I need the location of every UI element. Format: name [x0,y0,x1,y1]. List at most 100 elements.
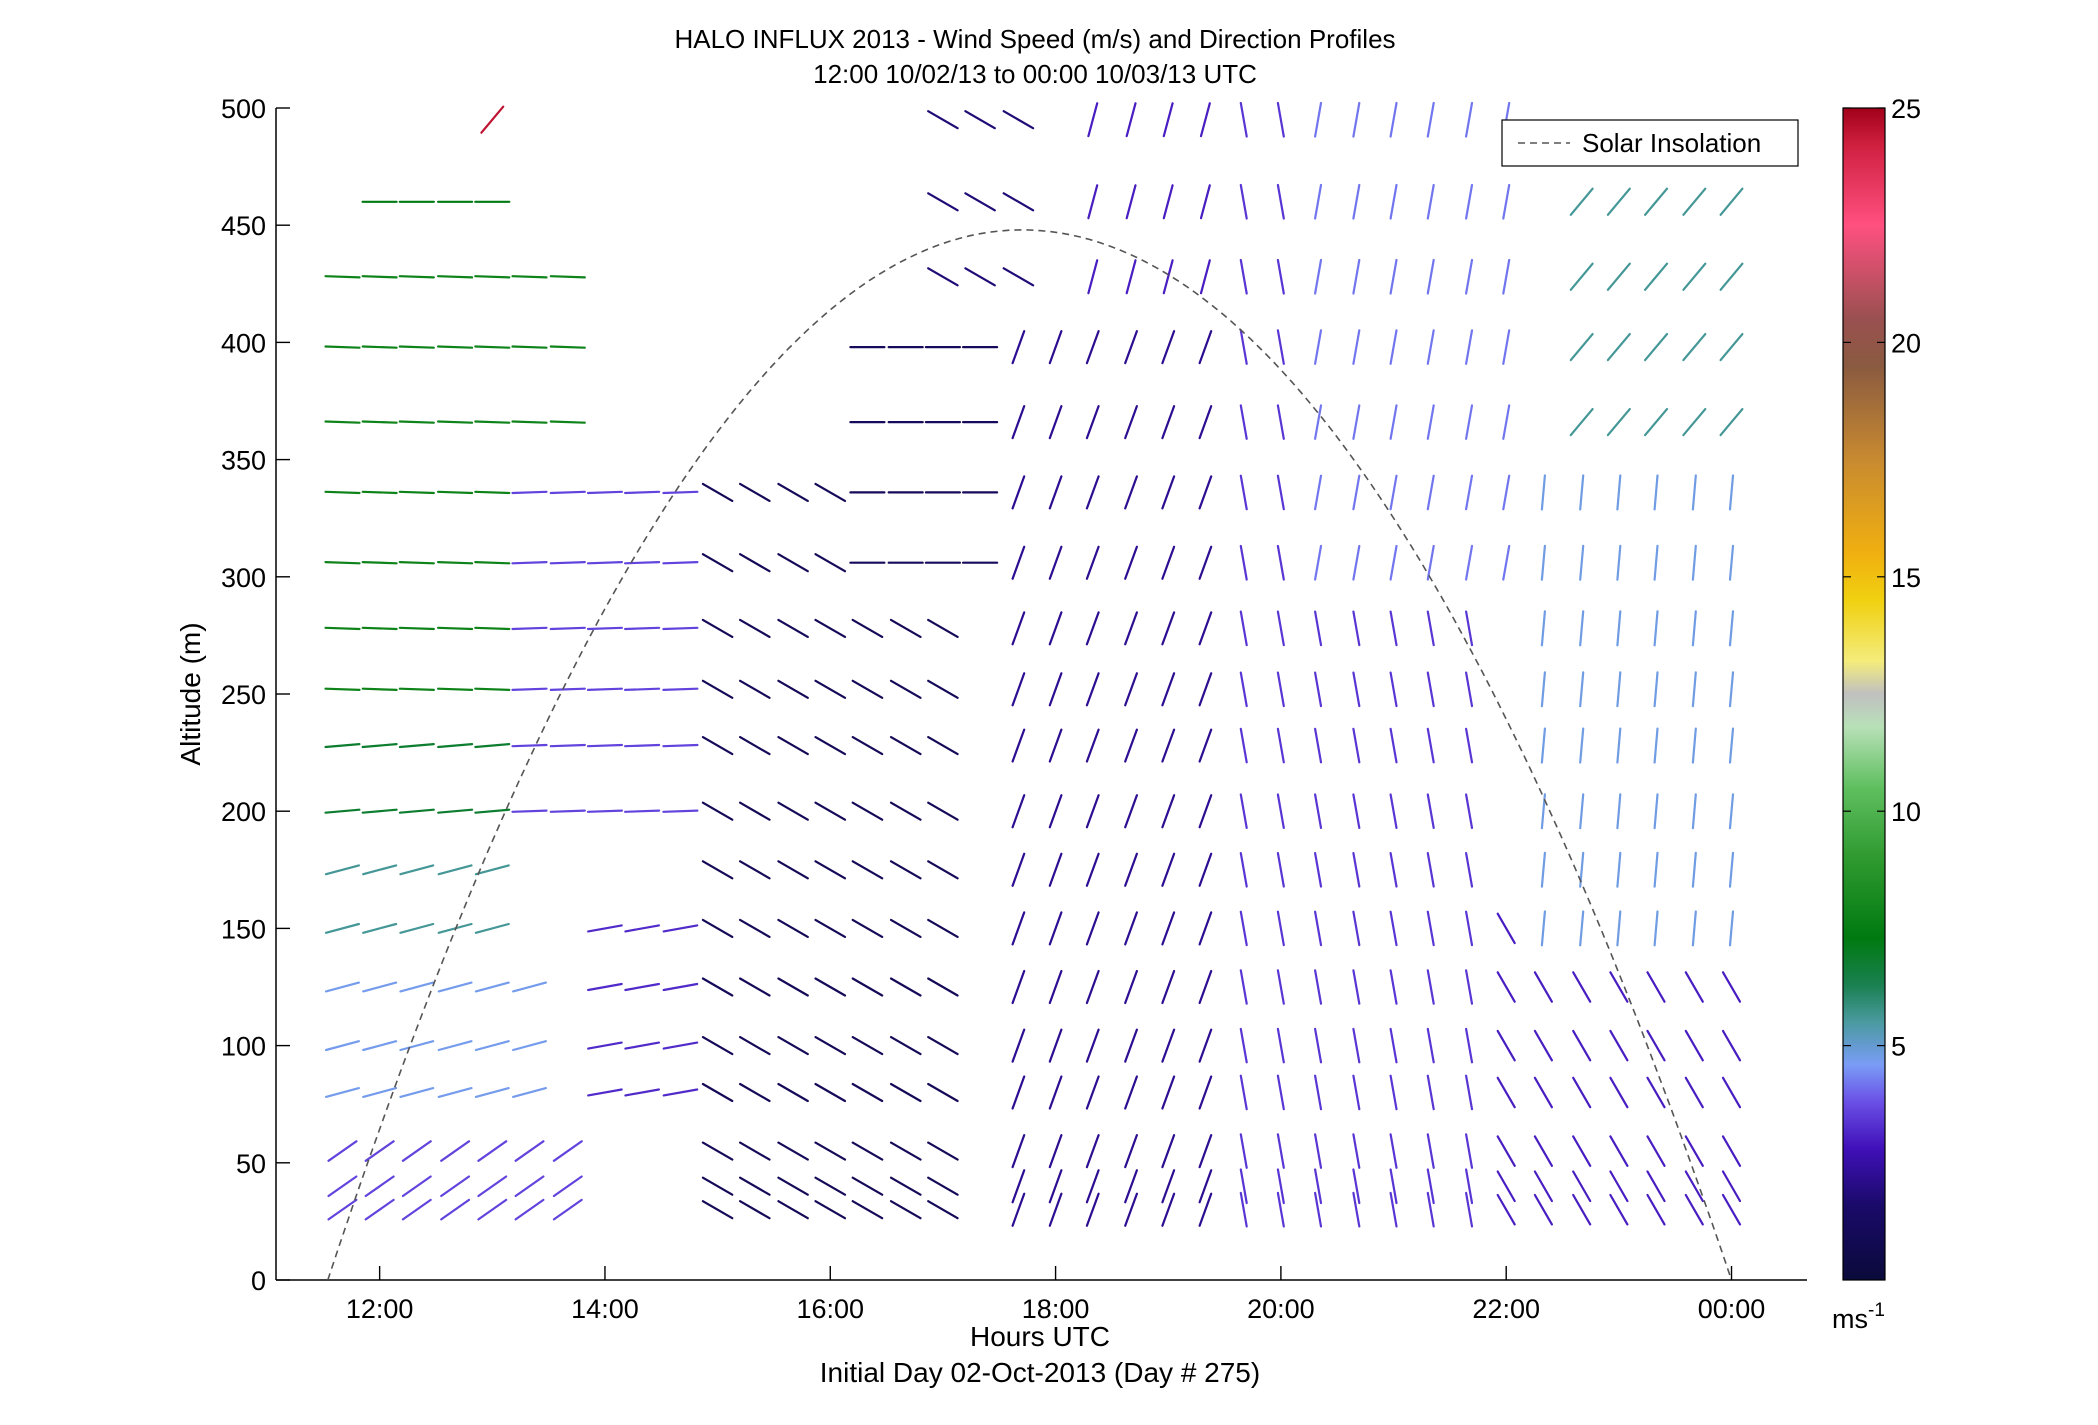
y-axis-ticks: 0 50 100 150 200 250 300 350 400 450 500 [221,94,290,1296]
wind-barb [1162,184,1174,220]
y-tick-label: 50 [236,1149,266,1179]
wind-barb [1389,910,1398,947]
wind-barb [1276,727,1285,764]
wind-barb [324,742,361,749]
chart-subtitle: 12:00 10/02/13 to 00:00 10/03/13 UTC [813,59,1257,89]
wind-barb [1352,671,1361,708]
wind-barb [324,490,361,495]
wind-barb [814,860,847,880]
wind-barb [1464,1191,1474,1228]
wind-barb [1609,1029,1629,1062]
wind-barb [662,982,699,992]
wind-barb [1464,1074,1474,1111]
wind-barb [514,1140,545,1162]
wind-barb [1496,1170,1516,1203]
wind-barb [1540,610,1547,647]
wind-barb [474,420,511,424]
wind-barb [1352,727,1361,764]
wind-barb [1606,408,1631,437]
wind-barb [474,490,511,495]
wind-barb [1239,258,1248,295]
wind-barb [1276,1133,1285,1169]
wind-barb [1161,405,1176,440]
wind-barb [814,482,847,502]
wind-barb [851,1176,884,1196]
y-axis-label: Altitude (m) [175,622,206,765]
wind-barb [1125,102,1137,138]
wind-barb [1198,969,1213,1005]
wind-barb [1011,672,1026,707]
wind-barb [1002,192,1035,212]
wind-barb [1048,852,1063,887]
y-tick-label: 400 [221,328,266,358]
wind-barb [1653,727,1659,764]
wind-barb [1048,911,1063,946]
wind-barb [324,922,360,934]
wind-barb [1389,793,1398,830]
wind-barb [1352,183,1361,220]
wind-barb [1426,727,1435,764]
wind-barb [927,918,959,939]
wind-barb [1085,1169,1100,1204]
wind-barb [1728,727,1735,764]
wind-barb [1616,910,1622,947]
wind-barb [1533,971,1554,1003]
wind-barb [1533,1135,1554,1167]
wind-barb [1085,475,1100,510]
wind-barb [477,1140,508,1162]
wind-barb [1616,610,1622,647]
wind-barb [1682,408,1707,437]
solar-insolation-curve [327,229,1733,1281]
wind-barb [1124,1028,1139,1063]
wind-barb [1313,969,1323,1005]
wind-barb [701,618,734,639]
wind-barb [623,490,661,495]
wind-barb [399,922,435,934]
wind-barb [398,742,435,749]
wind-barb [1087,102,1099,138]
wind-barb [1011,1028,1026,1063]
wind-barb [1313,101,1323,138]
wind-barb [586,626,624,631]
wind-barb [1313,1133,1323,1169]
wind-barb [1464,727,1474,764]
wind-barb [398,420,435,424]
wind-barb [738,618,771,639]
wind-barb [624,982,661,992]
x-axis-ticks: 12:00 14:00 16:00 18:00 20:00 22:00 00:00 [346,1266,1765,1324]
wind-barb [586,743,624,748]
wind-barb [1426,404,1435,440]
wind-barb [1239,474,1248,511]
wind-barb [1276,258,1285,295]
wind-barb [889,1176,922,1196]
wind-barb [511,560,548,565]
wind-barb [1579,671,1585,708]
wind-barb [549,560,586,565]
wind-barb [362,1040,398,1052]
wind-barb [1653,671,1659,708]
wind-barb [324,687,361,692]
wind-barb [1124,852,1139,887]
colorbar-tick-label: 15 [1891,563,1921,593]
wind-barb [1239,1191,1248,1228]
wind-barb [1239,969,1248,1005]
wind-barb [1011,1169,1026,1204]
wind-barb [1721,1029,1742,1062]
wind-barb [701,801,734,821]
wind-barb [1569,333,1594,362]
wind-barb [889,860,922,880]
wind-barb [511,345,548,349]
wind-barb [1239,793,1248,830]
wind-barb [777,977,809,997]
wind-barb [401,1175,432,1198]
wind-barb [1653,793,1659,830]
wind-barb [1313,851,1323,888]
wind-barb [1048,794,1063,829]
wind-barb [738,918,771,939]
wind-barb [437,420,474,424]
wind-barb [1609,1193,1629,1226]
wind-barb [1464,258,1474,295]
wind-barb [1124,969,1139,1005]
plot-area [275,101,1807,1281]
wind-barb [364,1198,395,1221]
